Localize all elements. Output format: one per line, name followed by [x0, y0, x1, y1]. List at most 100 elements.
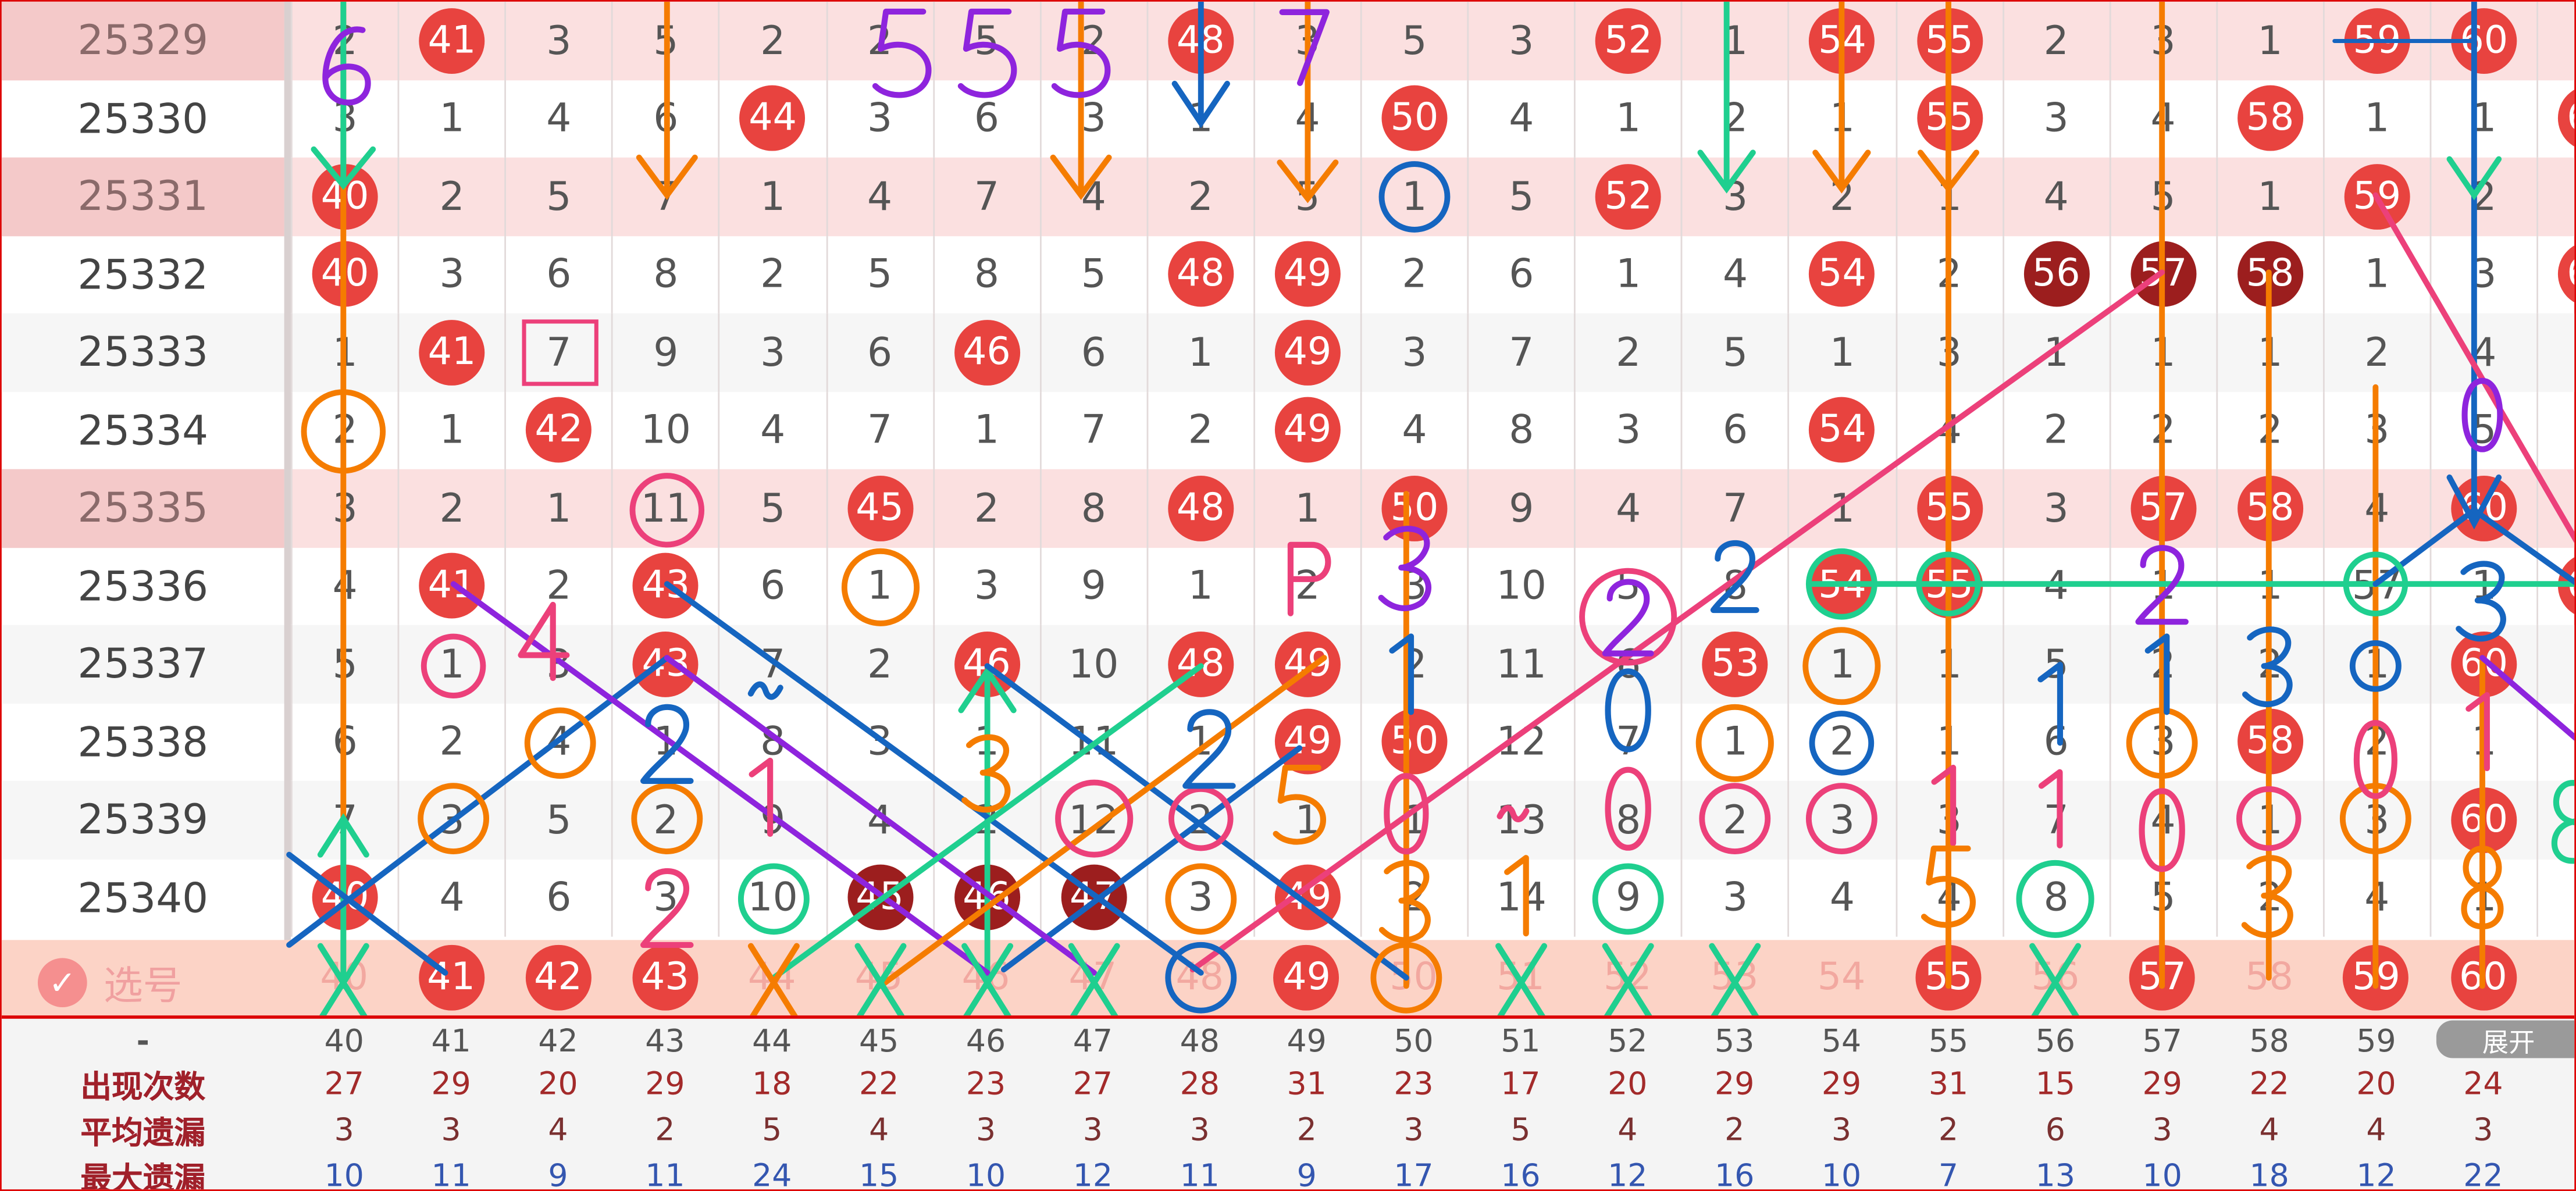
miss-count-cell: 1: [1681, 1, 1788, 80]
miss-count-cell: 3: [1253, 1, 1360, 80]
expand-button[interactable]: 展开: [2436, 1020, 2575, 1058]
miss-count-cell: 1: [1146, 547, 1253, 625]
miss-count-cell: 11: [1467, 625, 1574, 703]
select-number-45[interactable]: 45: [825, 940, 932, 1015]
miss-count-cell: 5: [2429, 391, 2537, 469]
miss-count-cell: 9: [1467, 469, 1574, 547]
select-number-56[interactable]: 56: [2002, 940, 2109, 1015]
miss-count-cell: 7: [932, 157, 1039, 236]
select-number-54[interactable]: 54: [1788, 940, 1895, 1015]
stat-value: 3: [1189, 1112, 1210, 1149]
miss-count-cell: 1: [1253, 780, 1360, 859]
stat-value: 31: [1928, 1066, 1969, 1103]
select-number-58[interactable]: 58: [2216, 940, 2323, 1015]
miss-count-cell: 2: [2429, 157, 2537, 236]
miss-count-cell: 8: [1574, 780, 1681, 859]
miss-count-cell: 6: [1681, 391, 1788, 469]
miss-count-cell: 3: [932, 547, 1039, 625]
miss-count-cell: 7: [2002, 780, 2109, 859]
number-ball: 60: [2450, 944, 2516, 1011]
select-number-44[interactable]: 44: [718, 940, 825, 1015]
stat-value: 5: [1510, 1112, 1531, 1149]
number-ball: 48: [1167, 475, 1234, 541]
number-ball: 42: [525, 944, 591, 1011]
stat-value: 2: [1296, 1112, 1317, 1149]
select-number-49[interactable]: 49: [1253, 940, 1360, 1015]
stat-value: 27: [324, 1066, 364, 1103]
number-ball: 45: [847, 475, 913, 541]
select-number-51[interactable]: 51: [1467, 940, 1574, 1015]
miss-count-cell: 3: [718, 313, 825, 391]
select-number-53[interactable]: 53: [1681, 940, 1788, 1015]
miss-count-cell: 11: [1039, 703, 1146, 781]
select-number-43[interactable]: 43: [612, 940, 719, 1015]
hit-number-cell: 45: [825, 858, 932, 937]
select-number-46[interactable]: 46: [932, 940, 1039, 1015]
stat-value: 29: [2142, 1066, 2182, 1103]
select-number-52[interactable]: 52: [1574, 940, 1681, 1015]
miss-count-cell: 7: [1681, 469, 1788, 547]
miss-count-cell: 3: [504, 1, 612, 80]
select-toggle[interactable]: ✓ 选号: [37, 953, 183, 1011]
miss-count-cell: 6: [290, 703, 398, 781]
miss-count-cell: 14: [1467, 858, 1574, 937]
stat-value: 44: [752, 1024, 792, 1060]
miss-count-cell: 2: [1146, 157, 1253, 236]
select-number-60[interactable]: 60: [2430, 940, 2537, 1015]
miss-count-cell: 1: [1788, 79, 1895, 158]
number-ball: 40: [312, 865, 378, 931]
hit-number-cell: 52: [1574, 1, 1681, 80]
number-ball: 54: [1809, 8, 1875, 74]
number-ball: 41: [419, 553, 485, 619]
miss-count-cell: 3: [1360, 313, 1467, 391]
select-number-55[interactable]: 55: [1895, 940, 2002, 1015]
miss-count-cell: 13: [1467, 780, 1574, 859]
number-ball: 57: [2130, 241, 2196, 308]
number-ball: 56: [2031, 956, 2080, 999]
miss-count-cell: 1: [932, 391, 1039, 469]
stat-value: 22: [2249, 1066, 2289, 1103]
stat-value: 4: [2259, 1112, 2279, 1149]
select-number-59[interactable]: 59: [2323, 940, 2430, 1015]
select-number-41[interactable]: 41: [398, 940, 505, 1015]
hit-number-cell: 55: [1895, 79, 2002, 158]
miss-count-cell: 1: [2215, 313, 2323, 391]
issue-number: 25338: [77, 718, 209, 766]
hit-number-cell: 59: [2322, 1, 2430, 80]
number-ball: 59: [2344, 8, 2410, 74]
number-ball: 54: [1809, 241, 1875, 308]
miss-count-cell: 1: [1895, 625, 2002, 703]
miss-count-cell: 4: [1895, 858, 2002, 937]
number-ball: 41: [419, 319, 485, 386]
select-number-47[interactable]: 47: [1039, 940, 1146, 1015]
miss-count-cell: 1: [2108, 547, 2216, 625]
stat-value: 24: [2463, 1066, 2503, 1103]
miss-count-cell: 1: [1146, 313, 1253, 391]
stat-value: 58: [2249, 1024, 2289, 1060]
miss-count-cell: 8: [611, 235, 719, 313]
miss-count-cell: 3: [1895, 780, 2002, 859]
miss-count-cell: 5: [1039, 235, 1146, 313]
select-number-57[interactable]: 57: [2109, 940, 2216, 1015]
number-ball: 61: [2558, 241, 2575, 308]
miss-count-cell: 2: [2322, 703, 2430, 781]
select-number-50[interactable]: 50: [1360, 940, 1467, 1015]
stats-header-row: - 40 41 42 43 44 45 46 47 48 49 50 51 52 53 54 55 56 57 58 5…: [2, 1019, 2574, 1065]
hit-number-cell: 48: [1146, 469, 1253, 547]
miss-count-cell: 2: [1895, 235, 2002, 313]
miss-count-cell: 4: [825, 780, 932, 859]
stat-value: 11: [645, 1158, 685, 1191]
select-number-42[interactable]: 42: [505, 940, 612, 1015]
miss-count-cell: 1: [2215, 547, 2323, 625]
stat-label: 平均遗漏: [80, 1114, 206, 1151]
miss-count-cell: 5: [2108, 858, 2216, 937]
select-number-40[interactable]: 40: [291, 940, 398, 1015]
number-ball: 43: [632, 944, 698, 1011]
miss-count-cell: 4: [1574, 469, 1681, 547]
miss-count-cell: 1: [1788, 469, 1895, 547]
miss-count-cell: 3: [504, 625, 612, 703]
select-number-48[interactable]: 48: [1146, 940, 1253, 1015]
stat-value: 12: [2356, 1158, 2396, 1191]
miss-count-cell: 1: [1146, 79, 1253, 158]
number-ball: 46: [953, 319, 1020, 386]
